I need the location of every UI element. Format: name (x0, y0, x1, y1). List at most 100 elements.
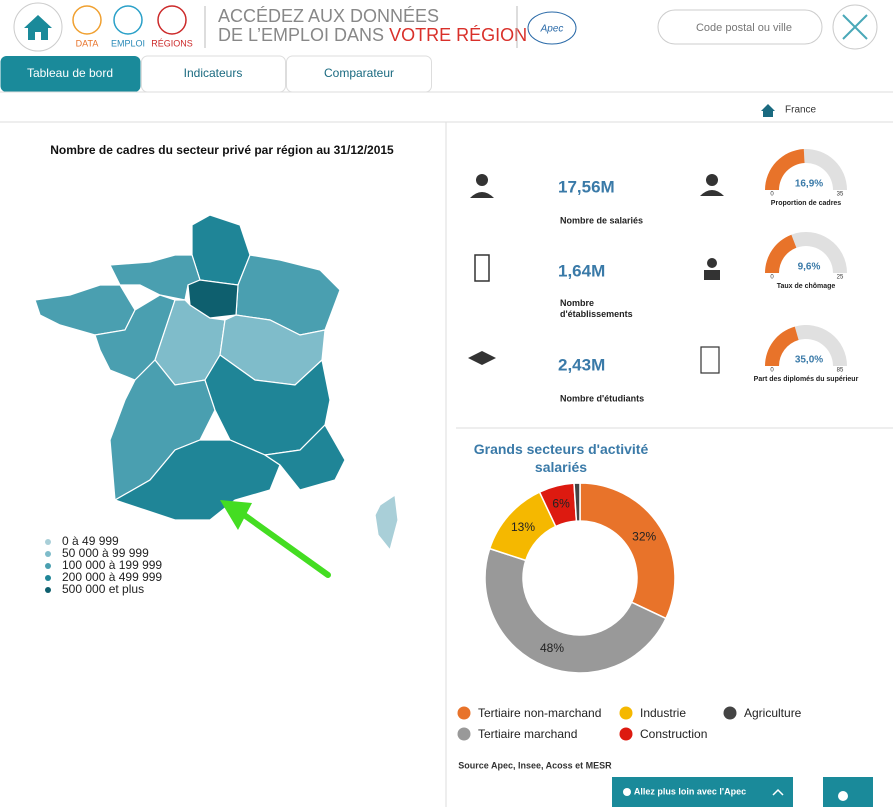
search-placeholder: Code postal ou ville (696, 22, 792, 34)
gauge-value (765, 234, 797, 273)
kpi-value: 2,43M (558, 355, 605, 374)
gauge-value (765, 149, 805, 190)
info-icon (623, 788, 631, 796)
icon (706, 174, 718, 186)
gauge-value (765, 326, 799, 366)
gauge-min: 0 (770, 192, 774, 198)
kpi-label: Nombre d'établissements (560, 298, 633, 319)
gauge-label: 9,6% (798, 262, 821, 273)
legend-label: 500 000 et plus (62, 582, 144, 596)
legend-label: Industrie (640, 706, 686, 720)
arrow-head (220, 500, 252, 530)
home-icon (24, 15, 52, 40)
chart-title-line: salariés (535, 459, 587, 475)
gauge-max: 25 (837, 275, 844, 281)
icon (700, 190, 724, 196)
donut: 32% 48% 13% 6% (484, 482, 676, 674)
region[interactable] (204, 354, 331, 456)
region[interactable] (374, 493, 399, 552)
gauge-name: Taux de chômage (777, 283, 836, 290)
footer-button-label[interactable]: Allez plus loin avec l'Apec (634, 786, 746, 796)
legend-label: Tertiaire marchand (478, 727, 577, 741)
close-icon (842, 14, 868, 40)
logo-ring (527, 11, 577, 45)
icon (474, 254, 490, 282)
kpi-value: 17,56M (558, 177, 615, 196)
home-button[interactable] (13, 2, 63, 52)
logo: Apec (540, 24, 564, 35)
kpi-icons (468, 174, 724, 374)
tab-active[interactable] (0, 56, 141, 92)
data-label: 6% (552, 497, 570, 511)
regions-icon[interactable] (157, 5, 187, 35)
legend-swatch (45, 563, 51, 569)
title-highlight: VOTRE RÉGION (389, 25, 527, 45)
legend-swatch (45, 587, 51, 593)
legend-label: Construction (640, 727, 707, 741)
gauge-name: Proportion de cadres (771, 200, 842, 207)
gauge-name: Part des diplomés du supérieur (754, 376, 859, 383)
gauge-track (803, 149, 847, 190)
globe-button[interactable] (823, 777, 873, 807)
header-title: ACCÉDEZ AUX DONNÉES (218, 6, 439, 26)
header-title: DE L’EMPLOI DANS VOTRE RÉGION (218, 25, 527, 45)
donut-slice (573, 482, 581, 522)
legend: Tertiaire non-marchand Industrie Agricultu… (457, 706, 802, 741)
region[interactable] (263, 424, 346, 491)
kpi-label: Nombre d'étudiants (560, 393, 644, 403)
breadcrumb[interactable]: France (785, 105, 817, 116)
legend-label: 0 à 49 999 (62, 534, 119, 548)
gauge-min: 0 (770, 275, 774, 281)
gauge-label: 35,0% (795, 355, 823, 366)
close-button[interactable] (832, 4, 878, 50)
gauge-track (794, 325, 847, 366)
kpi-label: Nombre de salariés (560, 215, 643, 225)
region[interactable] (191, 214, 251, 286)
icon (700, 346, 720, 374)
icon (470, 192, 494, 198)
legend-swatch (619, 727, 633, 741)
legend-swatch (723, 706, 737, 720)
tab-label[interactable]: Comparateur (324, 66, 394, 80)
gauges: 16,9% 0 35 Proportion de cadres 9,6% 0 25Taux … (754, 149, 859, 383)
map (34, 214, 399, 552)
region[interactable] (187, 279, 239, 319)
nav-label[interactable]: DATA (76, 38, 99, 48)
legend-swatch (45, 551, 51, 557)
region[interactable] (34, 284, 136, 336)
legend-label: Tertiaire non-marchand (478, 706, 601, 720)
kpis: 17,56M Nombre de salariés 1,64M Nombre d'éta… (558, 177, 644, 403)
globe-icon (838, 791, 848, 801)
icon (707, 258, 717, 268)
footer-button[interactable] (612, 777, 793, 807)
nav-label[interactable]: EMPLOI (111, 38, 145, 48)
tab-label[interactable]: Indicateurs (184, 66, 243, 80)
nav-label[interactable]: RÉGIONS (151, 38, 193, 48)
kpi-label-line: d'établissements (560, 309, 633, 319)
arrow-shaft (237, 509, 331, 578)
annotation-arrow (220, 500, 331, 578)
gauge-track (791, 232, 847, 273)
donut-slice (484, 547, 667, 674)
legend-label: 100 000 à 199 999 (62, 558, 162, 572)
emploi-icon[interactable] (113, 5, 143, 35)
legend-swatch (457, 706, 471, 720)
search-input[interactable] (657, 9, 823, 45)
legend-swatch (45, 539, 51, 545)
kpi-value: 1,64M (558, 261, 605, 280)
legend-label: 50 000 à 99 999 (62, 546, 149, 560)
data-label: 48% (540, 641, 564, 655)
gauge-max: 35 (837, 192, 844, 198)
chevron (772, 788, 784, 796)
chart-title: Grands secteurs d'activité salariés (474, 441, 649, 475)
legend-label: 200 000 à 499 999 (62, 570, 162, 584)
breadcrumb-icon (761, 104, 775, 117)
chart-title-line: Grands secteurs d'activité (474, 441, 649, 457)
kpi-label-line: Nombre (560, 298, 594, 308)
tab-label[interactable]: Tableau de bord (27, 66, 113, 80)
data-icon[interactable] (72, 5, 102, 35)
icon (476, 174, 488, 186)
map-title: Nombre de cadres du secteur privé par ré… (50, 143, 394, 157)
